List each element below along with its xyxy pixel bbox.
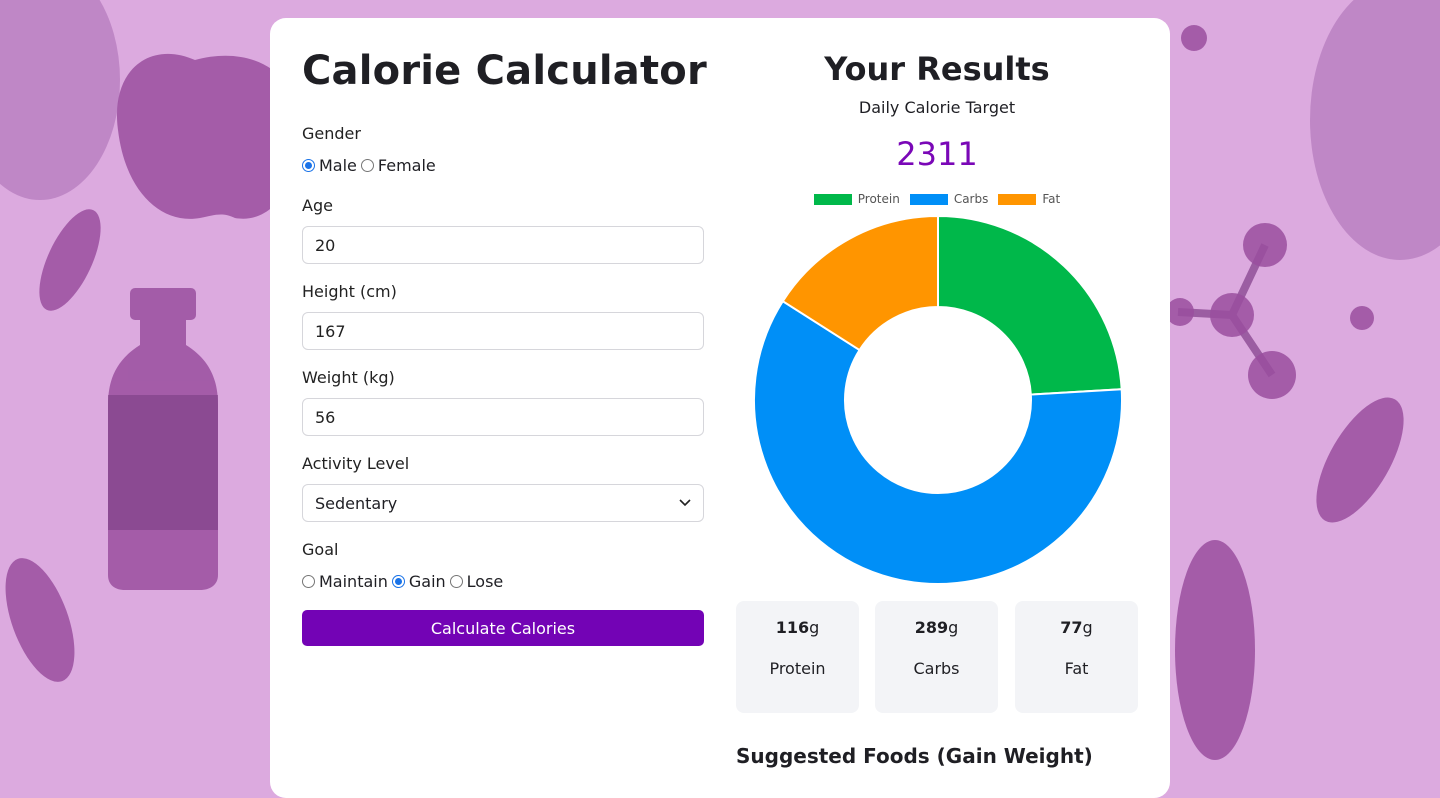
gender-female-radio[interactable] xyxy=(360,159,374,172)
leaf-shape xyxy=(5,558,75,682)
donut-slice-fat[interactable] xyxy=(781,214,939,352)
macro-card-protein: 116g Protein xyxy=(736,601,859,713)
results-title: Your Results xyxy=(824,50,1050,88)
apple-icon xyxy=(116,53,301,219)
goal-gain-radio[interactable] xyxy=(391,575,405,588)
legend-label: Carbs xyxy=(953,192,989,206)
legend-label: Protein xyxy=(857,192,900,206)
legend-item-carbs[interactable]: Carbs xyxy=(909,192,989,206)
page-title: Calorie Calculator xyxy=(302,48,707,94)
goal-maintain-label[interactable]: Maintain xyxy=(319,572,388,591)
carbs-label: Carbs xyxy=(913,659,960,678)
calculate-button[interactable]: Calculate Calories xyxy=(302,610,704,646)
molecule-icon xyxy=(1243,223,1287,267)
gender-male-label[interactable]: Male xyxy=(319,156,357,175)
legend-label: Fat xyxy=(1042,192,1061,206)
suggested-foods-title: Suggested Foods (Gain Weight) xyxy=(736,744,1093,768)
protein-grams: 116 xyxy=(775,618,810,637)
bottle-label xyxy=(108,395,218,530)
goal-gain-label[interactable]: Gain xyxy=(408,572,446,591)
fat-unit: g xyxy=(1082,618,1093,637)
macro-donut-chart xyxy=(753,214,1123,585)
carbs-grams: 289 xyxy=(914,618,949,637)
age-input[interactable] xyxy=(302,226,704,264)
legend-item-protein[interactable]: Protein xyxy=(813,192,900,206)
protein-label: Protein xyxy=(769,659,826,678)
protein-unit: g xyxy=(809,618,820,637)
macro-card-carbs: 289g Carbs xyxy=(875,601,998,713)
leaf-shape xyxy=(1316,397,1404,523)
chart-legend: Protein Carbs Fat xyxy=(736,192,1138,206)
fat-grams: 77 xyxy=(1060,618,1083,637)
weight-input[interactable] xyxy=(302,398,704,436)
goal-radio-group: Maintain Gain Lose xyxy=(302,572,507,591)
fat-label: Fat xyxy=(1064,659,1089,678)
calculator-card: Calorie Calculator Gender Male Female Ag… xyxy=(270,18,1170,798)
goal-lose-radio[interactable] xyxy=(449,575,463,588)
age-label: Age xyxy=(302,196,333,215)
height-input[interactable] xyxy=(302,312,704,350)
legend-swatch xyxy=(998,193,1037,205)
weight-label: Weight (kg) xyxy=(302,368,395,387)
leaf-shape xyxy=(39,209,101,311)
gender-male-radio[interactable] xyxy=(302,159,315,172)
chevron-down-icon xyxy=(679,499,691,507)
donut-slice-protein[interactable] xyxy=(937,214,1123,396)
legend-swatch xyxy=(813,193,852,205)
activity-label: Activity Level xyxy=(302,454,410,473)
goal-maintain-radio[interactable] xyxy=(302,575,315,588)
gender-female-label[interactable]: Female xyxy=(377,156,436,175)
background-illustration xyxy=(0,0,1440,760)
gender-radio-group: Male Female xyxy=(302,156,440,175)
donut-slice-carbs[interactable] xyxy=(753,299,1123,585)
results-subtitle: Daily Calorie Target xyxy=(858,98,1016,117)
activity-select[interactable]: Sedentary xyxy=(302,484,704,522)
legend-item-fat[interactable]: Fat xyxy=(998,192,1060,206)
leaf-shape xyxy=(0,0,120,200)
gender-label: Gender xyxy=(302,124,361,143)
height-label: Height (cm) xyxy=(302,282,397,301)
bottle-cap xyxy=(130,288,196,320)
leaf-shape xyxy=(1310,0,1440,260)
legend-swatch xyxy=(909,193,948,205)
activity-selected-value: Sedentary xyxy=(315,493,398,513)
carbs-unit: g xyxy=(948,618,959,637)
goal-lose-label[interactable]: Lose xyxy=(466,572,504,591)
calorie-target-value: 2311 xyxy=(896,135,978,173)
avocado-icon xyxy=(1175,540,1255,760)
goal-label: Goal xyxy=(302,540,339,559)
macro-card-fat: 77g Fat xyxy=(1015,601,1138,713)
